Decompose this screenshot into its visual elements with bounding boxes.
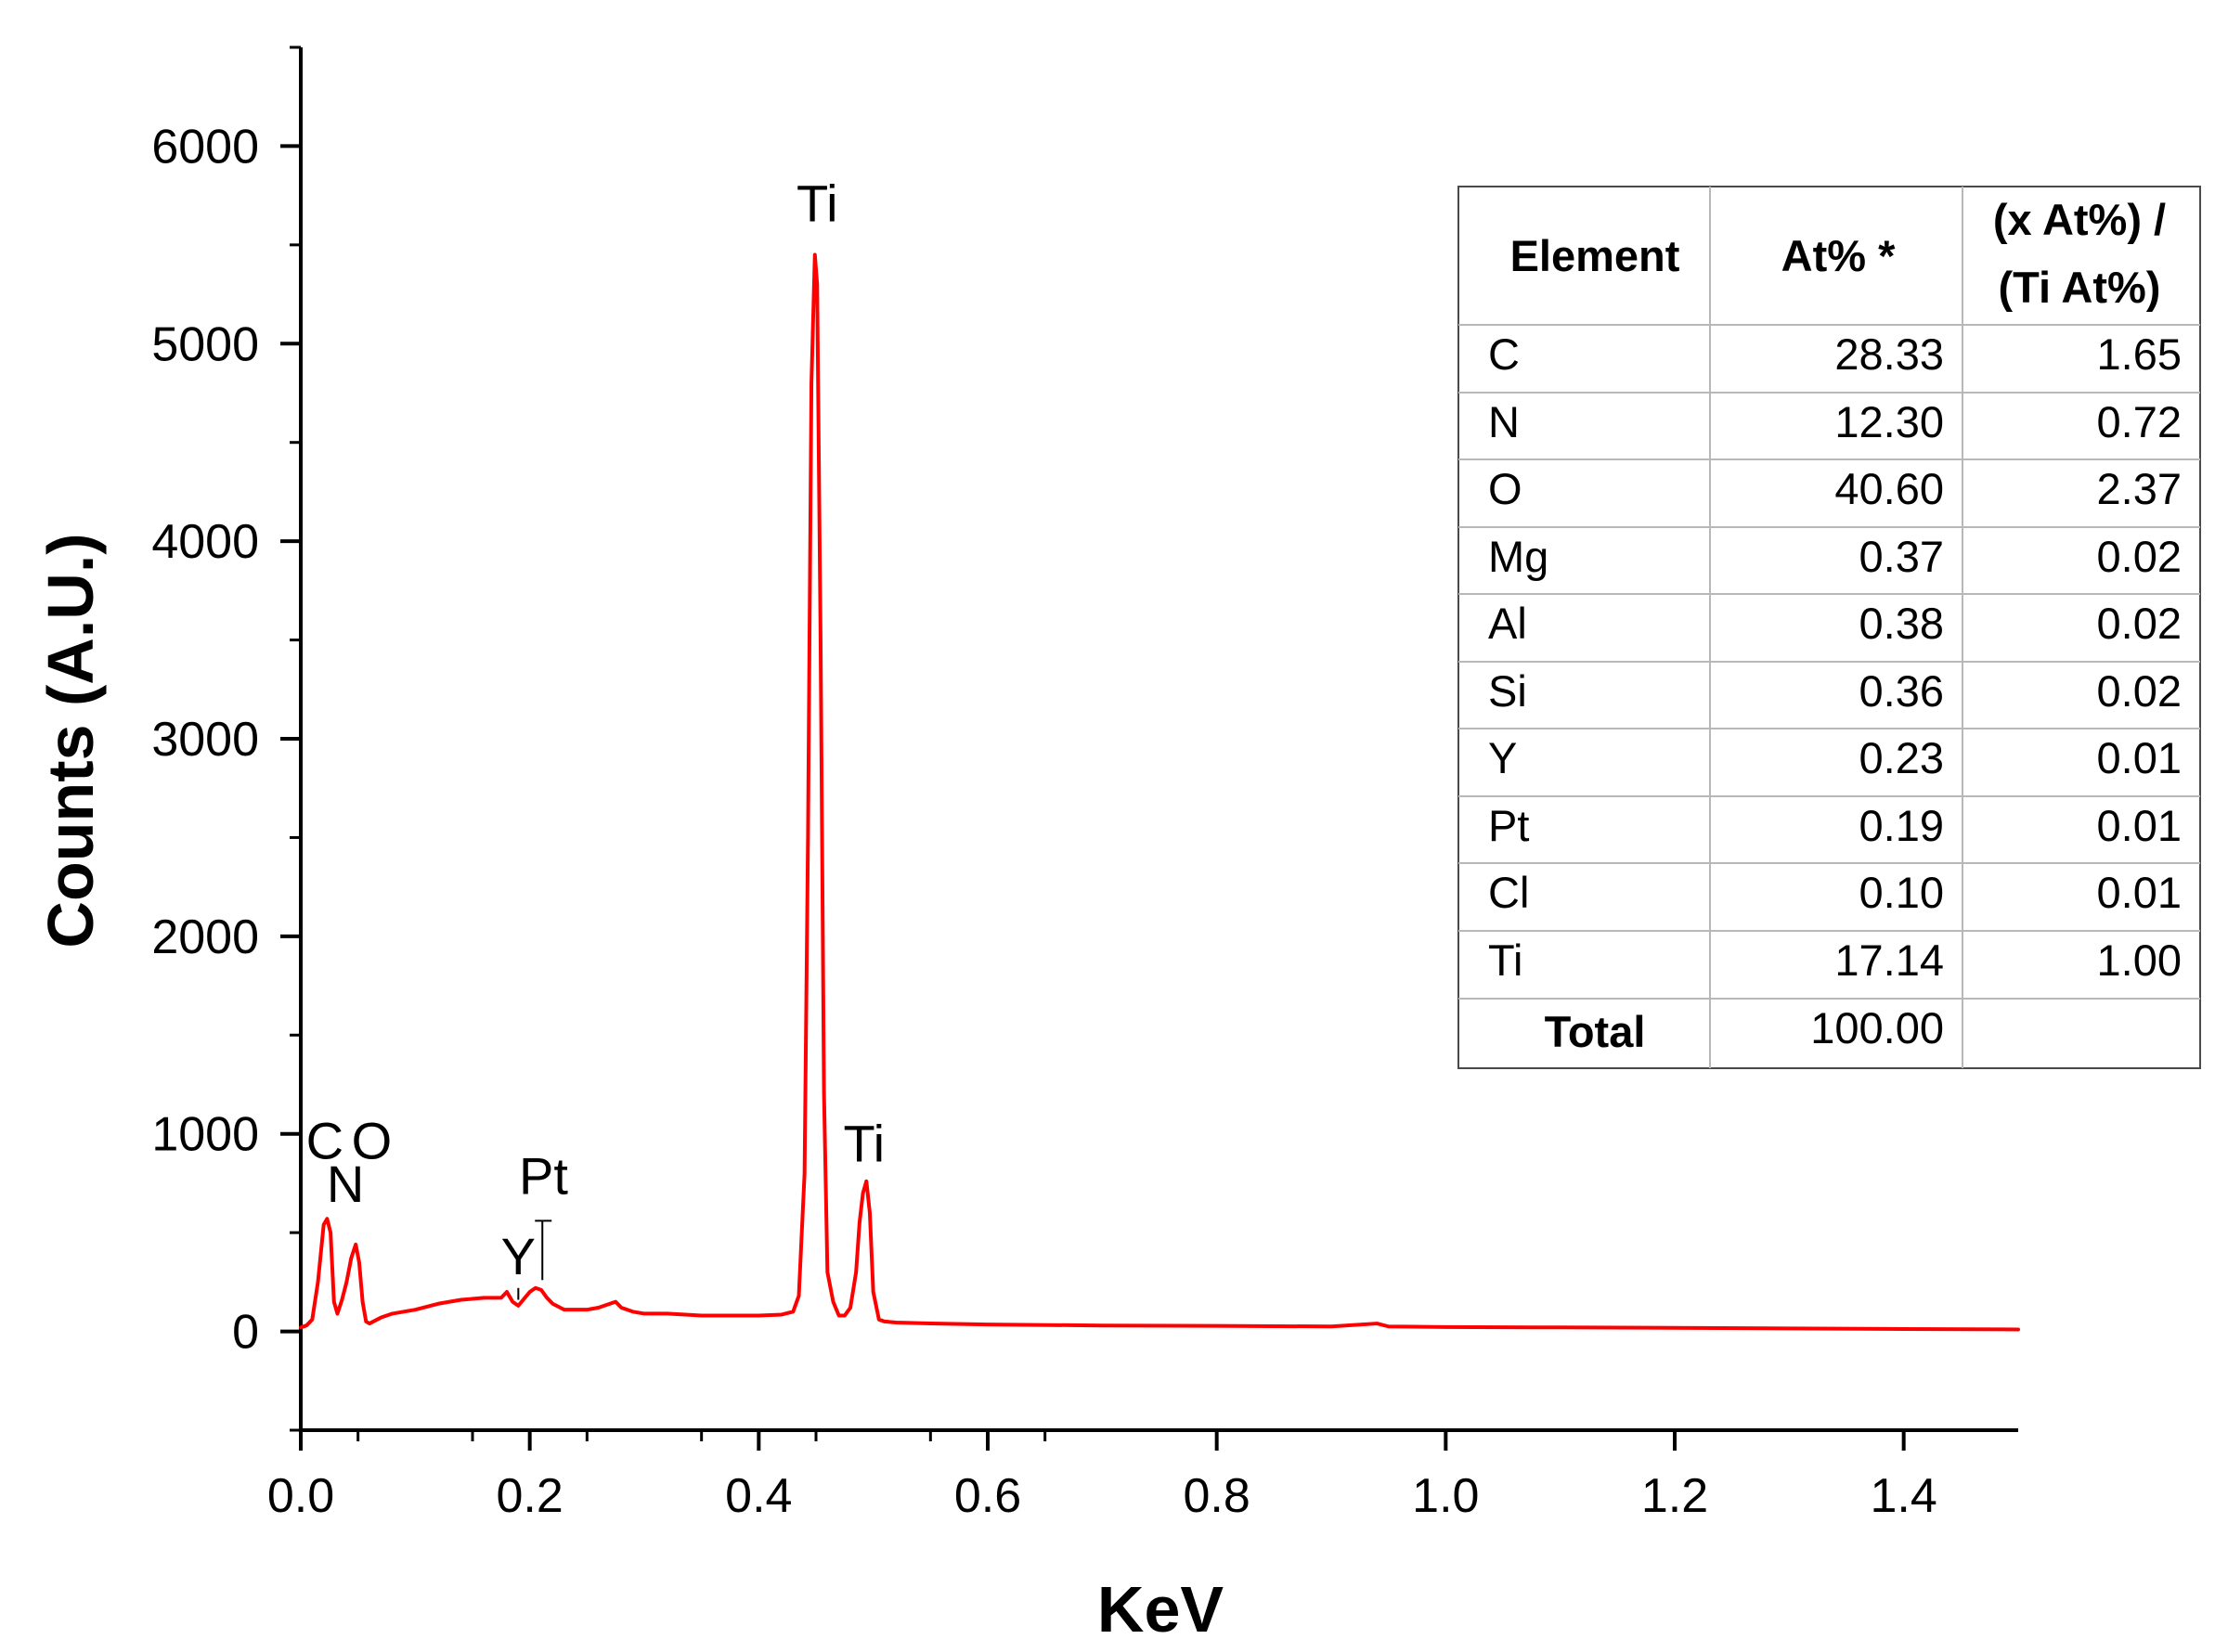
peak-label: O — [352, 1111, 393, 1169]
table-total-value: 100.00 — [1810, 1003, 1944, 1052]
composition-table: Element At% * (x At%) / (Ti At%) C 28.33… — [1457, 186, 2201, 1069]
table-element-cell: Cl — [1488, 868, 1529, 917]
y-tick-label: 0 — [232, 1306, 259, 1360]
peak-label: Ti — [844, 1115, 886, 1173]
table-at-cell: 0.36 — [1859, 666, 1944, 716]
y-tick-label: 4000 — [151, 515, 259, 569]
peak-label: C — [306, 1111, 343, 1169]
table-ratio-cell: 0.01 — [2097, 733, 2182, 782]
peak-label: Y — [501, 1227, 536, 1285]
x-tick-label: 0.8 — [1184, 1469, 1250, 1523]
axis-ticks: 0.0 0.2 0.4 0.6 0.8 1.0 1.2 1.4 0 1000 2000 3000 400… — [151, 45, 1937, 1523]
table-at-cell: 0.37 — [1859, 532, 1944, 581]
table-element-cell: N — [1488, 397, 1520, 446]
y-tick-label: 3000 — [151, 713, 259, 767]
table-ratio-cell: 2.37 — [2097, 464, 2182, 513]
x-tick-label: 0.4 — [725, 1469, 792, 1523]
table-element-cell: C — [1488, 329, 1520, 379]
peak-label: Ti — [797, 174, 838, 232]
table-at-cell: 0.38 — [1859, 599, 1944, 648]
table-at-cell: 0.23 — [1859, 733, 1944, 782]
table-total-label: Total — [1545, 1007, 1646, 1056]
table-at-cell: 17.14 — [1834, 936, 1944, 985]
y-tick-label: 5000 — [151, 317, 259, 371]
x-axis-title: KeV — [1097, 1573, 1224, 1646]
table-ratio-cell: 0.01 — [2097, 868, 2182, 917]
table-header-ratio-line-2: (Ti At%) — [1999, 263, 2161, 312]
table-ratio-cell: 0.02 — [2097, 666, 2182, 716]
x-tick-label: 0.6 — [954, 1469, 1021, 1523]
x-tick-label: 0.0 — [267, 1469, 334, 1523]
y-axis-title: Counts (A.U.) — [34, 533, 107, 948]
table-element-cell: O — [1488, 464, 1522, 513]
table-element-cell: Pt — [1488, 801, 1529, 850]
eds-spectrum-line — [299, 252, 2020, 1332]
table-at-cell: 12.30 — [1834, 397, 1944, 446]
table-at-cell: 0.10 — [1859, 868, 1944, 917]
table-ratio-cell: 0.72 — [2097, 397, 2182, 446]
table-at-cell: 40.60 — [1834, 464, 1944, 513]
peak-annotations: C ON Pt Y Ti Ti — [306, 174, 886, 1300]
table-ratio-cell: 0.02 — [2097, 599, 2182, 648]
series-layer — [299, 252, 2020, 1332]
y-tick-label: 2000 — [151, 910, 259, 964]
x-tick-label: 1.0 — [1412, 1469, 1479, 1523]
table-element-cell: Ti — [1488, 936, 1522, 985]
table-element-cell: Si — [1488, 666, 1527, 716]
peak-label: N — [327, 1155, 364, 1213]
table-at-cell: 0.19 — [1859, 801, 1944, 850]
y-tick-label: 6000 — [151, 120, 259, 174]
x-tick-label: 0.2 — [497, 1469, 563, 1523]
table-element-cell: Mg — [1488, 532, 1548, 581]
table-element-cell: Y — [1488, 733, 1517, 782]
x-tick-label: 1.4 — [1871, 1469, 1937, 1523]
y-tick-label: 1000 — [151, 1108, 259, 1162]
table-element-cell: Al — [1488, 599, 1527, 648]
table-header-at-percent: At% * — [1781, 231, 1896, 280]
table-ratio-cell: 0.02 — [2097, 532, 2182, 581]
table-header-ratio-line-1: (x At%) / — [1993, 195, 2166, 244]
table-ratio-cell: 1.65 — [2097, 329, 2182, 379]
table-header-element: Element — [1510, 231, 1680, 280]
table-ratio-cell: 0.01 — [2097, 801, 2182, 850]
peak-label: Pt — [519, 1147, 568, 1206]
table-at-cell: 28.33 — [1834, 329, 1944, 379]
table-ratio-cell: 1.00 — [2097, 936, 2182, 985]
x-tick-label: 1.2 — [1641, 1469, 1708, 1523]
table-border — [1457, 186, 2201, 1069]
